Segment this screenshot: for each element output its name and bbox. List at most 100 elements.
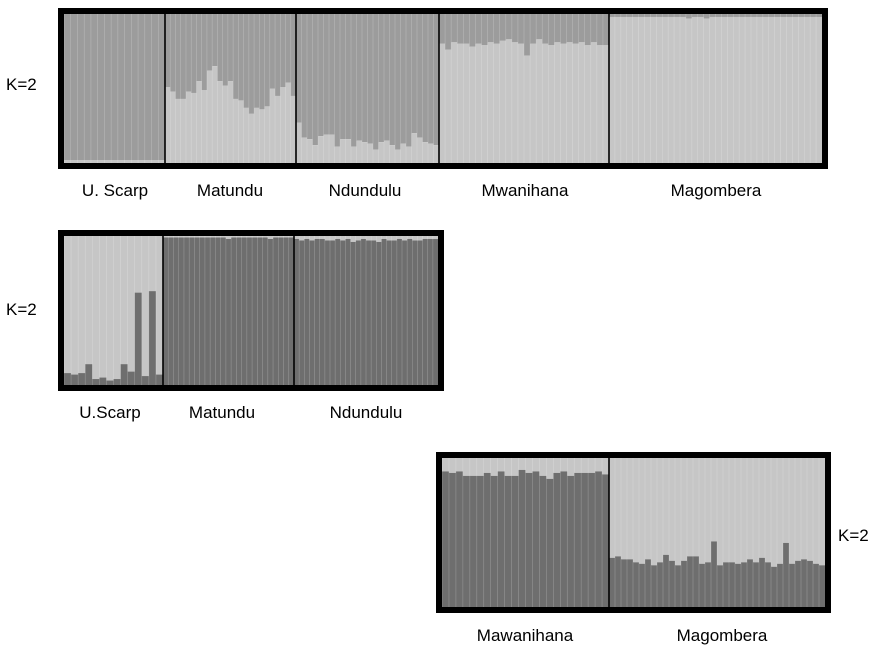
bar-matundu-6-cluster-b	[191, 92, 197, 163]
bar-ndundulu-5-cluster-a	[314, 236, 321, 239]
bar-magombera-16-cluster-b	[699, 563, 706, 607]
bar-ndundulu-23-cluster-b	[407, 238, 413, 385]
bar-matundu-3-cluster-b	[173, 237, 180, 385]
bar-matundu-15-cluster-a	[236, 236, 242, 238]
bar-matundu-7-cluster-b	[194, 237, 201, 385]
bar-magombera-17-cluster-a	[705, 458, 712, 563]
bar-u-scarp-1-cluster-b	[64, 373, 72, 385]
bar-matundu-11-cluster-a	[215, 236, 222, 238]
bar-ndundulu-2-cluster-b	[299, 240, 305, 385]
bar-magombera-31-cluster-a	[786, 14, 793, 17]
bar-magombera-28-cluster-b	[768, 16, 776, 164]
bar-u-scarp-13-cluster-a	[148, 236, 157, 292]
bar-ndundulu-1-cluster-a	[296, 14, 302, 123]
bar-u-scarp-12-cluster-a	[138, 14, 146, 161]
bar-u-scarp-9-cluster-b	[120, 364, 129, 385]
bar-ndundulu-17-cluster-b	[376, 241, 382, 385]
bar-magombera-21-cluster-a	[727, 14, 734, 17]
bar-magombera-15-cluster-b	[693, 556, 700, 607]
bar-magombera-33-cluster-b	[801, 559, 808, 607]
bar-ndundulu-11-cluster-a	[351, 14, 357, 147]
bar-magombera-11-cluster-b	[669, 560, 676, 607]
bar-magombera-6-cluster-b	[638, 16, 645, 164]
bar-ndundulu-11-cluster-a	[345, 236, 351, 239]
bar-ndundulu-24-cluster-a	[422, 14, 429, 143]
bar-u-scarp-2-cluster-a	[70, 14, 78, 161]
bar-mawanihana-23-cluster-a	[595, 458, 603, 472]
bar-magombera-35-cluster-b	[810, 16, 817, 164]
bar-magombera-20-cluster-b	[721, 16, 728, 164]
bar-u-scarp-12-cluster-a	[141, 236, 150, 377]
bar-mwanihana-5-cluster-b	[463, 43, 470, 163]
pop-label-u-scarp-2: U.Scarp	[79, 403, 140, 422]
bar-mwanihana-4-cluster-a	[457, 14, 464, 44]
bar-magombera-5-cluster-b	[632, 16, 639, 164]
bar-mawanihana-12-cluster-b	[518, 469, 526, 607]
bar-u-scarp-1-cluster-b	[64, 160, 72, 163]
bar-ndundulu-13-cluster-b	[355, 240, 362, 385]
bar-magombera-32-cluster-a	[795, 458, 802, 561]
bar-matundu-13-cluster-a	[227, 14, 234, 82]
bar-matundu-15-cluster-b	[238, 100, 244, 163]
bar-matundu-17-cluster-a	[248, 14, 255, 114]
bar-magombera-1-cluster-b	[609, 16, 616, 164]
bar-matundu-4-cluster-b	[180, 98, 187, 163]
bar-magombera-2-cluster-a	[614, 14, 622, 17]
bar-magombera-29-cluster-a	[774, 14, 781, 17]
bar-u-scarp-9-cluster-a	[117, 14, 125, 161]
bar-u-scarp-2-cluster-b	[70, 160, 78, 163]
bar-mawanihana-16-cluster-b	[546, 478, 554, 607]
bar-ndundulu-10-cluster-b	[340, 240, 346, 385]
bar-mwanihana-26-cluster-b	[590, 42, 598, 164]
bar-magombera-34-cluster-b	[807, 560, 814, 607]
bar-magombera-16-cluster-b	[697, 16, 705, 164]
bar-mwanihana-27-cluster-b	[596, 45, 604, 163]
bar-ndundulu-14-cluster-a	[367, 14, 374, 144]
bar-mwanihana-19-cluster-b	[548, 45, 555, 163]
bar-mawanihana-10-cluster-b	[504, 475, 512, 607]
bar-matundu-2-cluster-b	[168, 237, 174, 385]
bar-magombera-5-cluster-a	[632, 14, 639, 17]
bar-matundu-3-cluster-a	[173, 236, 180, 238]
bar-mwanihana-5-cluster-a	[463, 14, 470, 44]
bar-magombera-29-cluster-a	[777, 458, 784, 564]
bar-ndundulu-21-cluster-a	[396, 236, 403, 239]
bar-ndundulu-21-cluster-b	[406, 146, 412, 163]
bar-mawanihana-14-cluster-a	[532, 458, 540, 472]
bar-mwanihana-2-cluster-b	[445, 49, 452, 164]
bar-matundu-6-cluster-a	[189, 236, 195, 238]
bar-magombera-31-cluster-a	[789, 458, 796, 564]
bar-magombera-12-cluster-a	[674, 14, 681, 17]
frame-panel-2	[58, 230, 444, 391]
bar-magombera-1-cluster-a	[609, 458, 616, 558]
bar-matundu-2-cluster-b	[170, 91, 176, 163]
pop-label-matundu-2: Matundu	[189, 403, 255, 422]
bar-matundu-23-cluster-a	[280, 14, 286, 88]
bar-mwanihana-23-cluster-b	[572, 43, 580, 163]
separators-panel-2	[162, 236, 295, 385]
bar-magombera-21-cluster-b	[729, 562, 736, 607]
bar-magombera-14-cluster-b	[685, 18, 693, 163]
bar-mawanihana-7-cluster-a	[483, 458, 492, 473]
bar-mawanihana-23-cluster-b	[595, 471, 603, 607]
bar-ndundulu-9-cluster-b	[340, 139, 346, 163]
bar-magombera-3-cluster-b	[621, 559, 628, 607]
bar-magombera-35-cluster-a	[810, 14, 817, 17]
bar-ndundulu-11-cluster-b	[345, 238, 351, 385]
bar-mwanihana-9-cluster-b	[487, 42, 495, 164]
bar-ndundulu-15-cluster-b	[373, 149, 379, 163]
bar-magombera-8-cluster-a	[650, 14, 657, 17]
bar-u-scarp-9-cluster-b	[117, 160, 125, 163]
bar-magombera-25-cluster-b	[753, 562, 760, 607]
bar-mawanihana-4-cluster-a	[462, 458, 471, 476]
bar-magombera-13-cluster-b	[681, 560, 688, 607]
bar-u-scarp-6-cluster-a	[99, 236, 107, 378]
bar-mawanihana-4-cluster-b	[462, 475, 471, 607]
bar-ndundulu-3-cluster-b	[304, 238, 310, 385]
bar-mawanihana-11-cluster-b	[511, 475, 519, 607]
bar-mwanihana-14-cluster-b	[517, 43, 525, 163]
bar-u-scarp-6-cluster-a	[97, 14, 105, 161]
bar-ndundulu-8-cluster-a	[330, 236, 336, 241]
bar-matundu-19-cluster-b	[259, 109, 265, 163]
bar-matundu-8-cluster-a	[199, 236, 206, 238]
